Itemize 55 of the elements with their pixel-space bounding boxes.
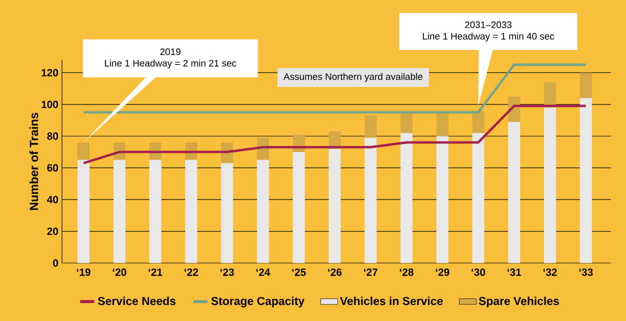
y-tick-label: 80 (47, 132, 58, 140)
x-tick-label: ‘27 (364, 268, 378, 276)
text: 2031–2033 (465, 21, 512, 28)
bar (508, 122, 520, 263)
legend-label: Spare Vehicles (478, 296, 559, 308)
x-tick-label: ‘28 (400, 268, 414, 276)
text: Line 1 Headway = 1 min 40 sec (422, 32, 554, 42)
x-tick-label: ‘32 (543, 268, 557, 276)
legend-label: Storage Capacity (211, 296, 304, 308)
text: 2019 (160, 48, 180, 56)
bar (544, 108, 556, 263)
bar (400, 132, 412, 263)
x-tick-label: ‘19 (76, 268, 90, 276)
bar (472, 132, 484, 263)
bar (580, 98, 592, 263)
bar (400, 112, 412, 133)
x-tick-label: ‘25 (292, 268, 306, 276)
x-tick-label: ‘31 (508, 268, 522, 276)
x-tick-label: ‘29 (436, 268, 450, 276)
legend-label: Vehicles in Service (340, 296, 443, 306)
legend-label: Service Needs (98, 296, 176, 306)
bar (292, 152, 305, 263)
y-tick-label: 100 (42, 100, 58, 108)
x-tick-label: ‘22 (184, 268, 198, 276)
y-tick-label: 60 (47, 164, 58, 172)
bar (78, 142, 90, 160)
y-tick-label: 20 (47, 228, 58, 235)
y-tick-label: 0 (53, 259, 58, 267)
bar (221, 163, 234, 263)
annotation: Assumes Northern yard available (284, 73, 422, 82)
bar (436, 136, 448, 263)
bar (113, 160, 126, 263)
x-tick-label: ‘30 (472, 268, 486, 276)
x-tick-label: ‘21 (148, 268, 162, 276)
y-tick-label: 120 (42, 68, 58, 76)
bar (328, 148, 341, 263)
bar (256, 160, 269, 263)
bar (436, 112, 448, 136)
bar (472, 110, 484, 133)
bar (78, 160, 90, 263)
x-tick-label: ‘20 (112, 268, 126, 276)
x-tick-label: ‘23 (220, 268, 234, 276)
y-tick-label: 40 (47, 196, 58, 204)
bar (364, 116, 377, 138)
x-tick-label: ‘33 (579, 268, 593, 276)
x-tick-label: ‘26 (328, 268, 342, 276)
bar (580, 72, 592, 98)
annotation: Line 1 Headway = 2 min 21 sec (104, 60, 236, 68)
y-axis-title: Number of Trains (29, 112, 38, 210)
bar (256, 138, 269, 160)
bar (544, 82, 556, 108)
x-tick-label: ‘24 (256, 268, 270, 276)
bar (149, 160, 162, 263)
bar (185, 160, 198, 263)
bar (364, 138, 377, 263)
